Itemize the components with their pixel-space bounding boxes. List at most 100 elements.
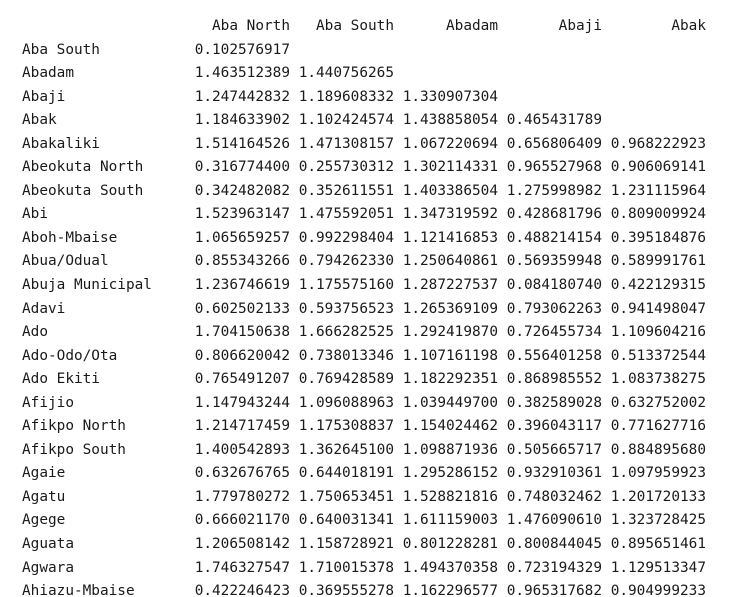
table-cell: 1.494370358 [402,559,498,576]
table-row: Ado-Odo/Ota 0.806620042 0.738013346 1.10716… [22,345,731,369]
table-cell: 1.438858054 [402,112,498,129]
row-index-label: Adavi [22,300,66,317]
row-index-label: Abaji [22,88,66,105]
table-cell: 1.666282525 [298,324,394,341]
table-cell: 1.109604216 [610,324,706,341]
table-cell: 1.250640861 [402,253,498,270]
row-index-label: Aboh-Mbaise [22,229,118,246]
table-cell: 0.738013346 [298,347,394,364]
table-cell: 0.369555278 [298,583,394,597]
dataframe-output: Aba North Aba South Abadam Abaji Abak Ab… [22,15,731,597]
table-cell: 0.771627716 [610,418,706,435]
table-cell: 0.342482082 [194,182,290,199]
table-cell: 1.475592051 [298,206,394,223]
table-cell: 0.884895680 [610,441,706,458]
table-cell: 1.330907304 [402,88,498,105]
table-cell: 0.723194329 [506,559,602,576]
table-cell: 1.704150638 [194,324,290,341]
table-row: Aboh-Mbaise 1.065659257 0.992298404 1.12141… [22,227,731,251]
column-header: Abak [671,18,706,34]
table-cell: 1.129513347 [610,559,706,576]
table-cell: 0.794262330 [298,253,394,270]
table-cell: 1.247442832 [194,88,290,105]
table-cell [602,109,706,133]
table-cell: 0.793062263 [506,300,602,317]
table-row: Adavi 0.602502133 0.593756523 1.265369109 0.… [22,298,731,322]
table-cell: 0.644018191 [298,465,394,482]
index-header [22,15,186,39]
table-cell: 1.746327547 [194,559,290,576]
row-index-label: Aguata [22,536,74,553]
table-cell: 1.347319592 [402,206,498,223]
table-cell: 1.292419870 [402,324,498,341]
row-index-label: Agwara [22,559,74,576]
table-cell: 0.316774400 [194,159,290,176]
table-cell: 1.362645100 [298,441,394,458]
table-cell: 0.726455734 [506,324,602,341]
row-index-label: Ahiazu-Mbaise [22,583,135,597]
row-index-label: Abeokuta South [22,182,144,199]
table-cell [498,62,602,86]
table-cell: 1.287227537 [402,277,498,294]
table-cell: 0.632752002 [610,394,706,411]
row-index-label: Agaie [22,465,66,482]
table-row: Agwara 1.746327547 1.710015378 1.494370358 0… [22,557,731,581]
table-cell [498,86,602,110]
table-cell: 0.906069141 [610,159,706,176]
table-cell: 1.400542893 [194,441,290,458]
table-cell: 0.382589028 [506,394,602,411]
table-cell: 0.769428589 [298,371,394,388]
table-cell: 0.765491207 [194,371,290,388]
column-header: Abadam [446,18,498,34]
table-cell: 0.806620042 [194,347,290,364]
table-cell: 0.965317682 [506,583,602,597]
table-cell: 0.809009924 [610,206,706,223]
row-index-label: Ado Ekiti [22,371,100,388]
column-header: Aba South [316,18,394,34]
table-cell: 0.084180740 [506,277,602,294]
table-cell: 1.039449700 [402,394,498,411]
table-row: Afijio 1.147943244 1.096088963 1.039449700 0… [22,392,731,416]
table-row: Agege 0.666021170 0.640031341 1.611159003 1.… [22,509,731,533]
table-cell: 1.236746619 [194,277,290,294]
row-index-label: Afikpo North [22,418,126,435]
table-cell: 0.800844045 [506,536,602,553]
table-row: Abadam 1.463512389 1.440756265 [22,62,731,86]
table-cell [602,39,706,63]
table-cell: 0.602502133 [194,300,290,317]
table-row: Abakaliki 1.514164526 1.471308157 1.0672206… [22,133,731,157]
table-cell: 1.779780272 [194,488,290,505]
table-cell: 1.184633902 [194,112,290,129]
table-header-row: Aba North Aba South Abadam Abaji Abak [22,15,731,39]
row-index-label: Abeokuta North [22,159,144,176]
table-row: Abeokuta South 0.342482082 0.352611551 1.40… [22,180,731,204]
table-cell: 1.323728425 [610,512,706,529]
table-cell: 1.096088963 [298,394,394,411]
table-cell: 1.189608332 [298,88,394,105]
row-index-label: Afijio [22,394,74,411]
table-cell: 1.067220694 [402,135,498,152]
table-cell: 0.932910361 [506,465,602,482]
table-cell: 0.801228281 [402,536,498,553]
table-cell: 0.904999233 [610,583,706,597]
column-header: Aba North [212,18,290,34]
row-index-label: Abadam [22,65,74,82]
table-cell: 1.102424574 [298,112,394,129]
table-cell: 0.352611551 [298,182,394,199]
table-row: Ahiazu-Mbaise 0.422246423 0.369555278 1.162… [22,580,731,597]
table-cell: 0.505665717 [506,441,602,458]
table-cell: 1.098871936 [402,441,498,458]
table-row: Ado Ekiti 0.765491207 0.769428589 1.1822923… [22,368,731,392]
table-cell [602,86,706,110]
table-cell: 1.214717459 [194,418,290,435]
table-cell: 0.632676765 [194,465,290,482]
table-cell: 0.465431789 [506,112,602,129]
table-cell: 0.513372544 [610,347,706,364]
table-cell: 1.158728921 [298,536,394,553]
table-row: Abuja Municipal 1.236746619 1.175575160 1.2… [22,274,731,298]
table-cell: 1.175308837 [298,418,394,435]
table-cell: 1.154024462 [402,418,498,435]
table-cell: 1.471308157 [298,135,394,152]
table-cell: 1.206508142 [194,536,290,553]
table-cell: 1.107161198 [402,347,498,364]
